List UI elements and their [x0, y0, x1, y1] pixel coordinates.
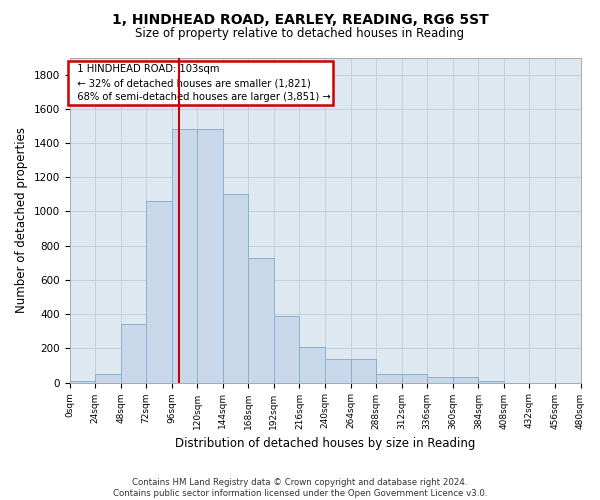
Bar — [376, 374, 401, 382]
Text: 1, HINDHEAD ROAD, EARLEY, READING, RG6 5ST: 1, HINDHEAD ROAD, EARLEY, READING, RG6 5… — [112, 12, 488, 26]
Bar — [427, 378, 453, 382]
Text: 1 HINDHEAD ROAD: 103sqm
  ← 32% of detached houses are smaller (1,821)
  68% of : 1 HINDHEAD ROAD: 103sqm ← 32% of detache… — [71, 64, 331, 102]
Bar — [478, 381, 504, 382]
Bar — [299, 346, 325, 382]
Bar — [274, 316, 299, 382]
Bar — [146, 201, 172, 382]
Bar — [453, 378, 478, 382]
Bar — [121, 324, 146, 382]
Text: Size of property relative to detached houses in Reading: Size of property relative to detached ho… — [136, 28, 464, 40]
Y-axis label: Number of detached properties: Number of detached properties — [15, 127, 28, 313]
X-axis label: Distribution of detached houses by size in Reading: Distribution of detached houses by size … — [175, 437, 475, 450]
Bar — [172, 130, 197, 382]
Bar — [325, 358, 350, 382]
Bar — [197, 130, 223, 382]
Bar — [95, 374, 121, 382]
Text: Contains HM Land Registry data © Crown copyright and database right 2024.
Contai: Contains HM Land Registry data © Crown c… — [113, 478, 487, 498]
Bar — [401, 374, 427, 382]
Bar — [70, 381, 95, 382]
Bar — [248, 258, 274, 382]
Bar — [350, 358, 376, 382]
Bar — [223, 194, 248, 382]
